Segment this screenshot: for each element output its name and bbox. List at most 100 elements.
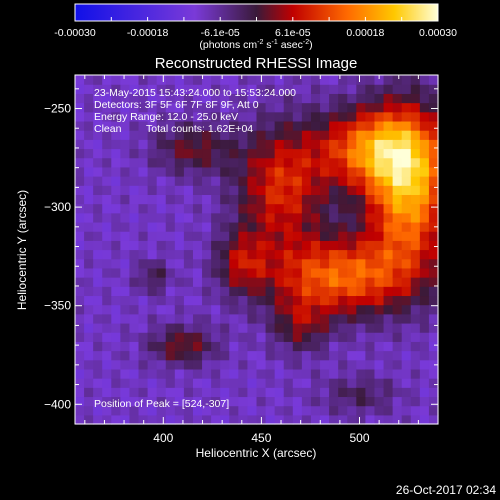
heatmap-cell	[374, 139, 385, 150]
heatmap-cell	[320, 387, 330, 398]
heatmap-cell	[320, 240, 330, 251]
heatmap-cell	[174, 277, 185, 287]
heatmap-cell	[183, 267, 194, 278]
heatmap-cell	[428, 341, 439, 352]
heatmap-cell	[265, 387, 276, 398]
heatmap-cell	[265, 405, 276, 416]
heatmap-cell	[84, 139, 94, 150]
heatmap-cell	[428, 350, 439, 361]
heatmap-cell	[220, 286, 230, 297]
heatmap-cell	[183, 120, 194, 131]
heatmap-cell	[419, 194, 430, 205]
heatmap-cell	[102, 212, 112, 223]
heatmap-cell	[283, 194, 294, 205]
heatmap-cell	[401, 405, 412, 416]
heatmap-cell	[183, 139, 194, 150]
heatmap-cell	[347, 277, 357, 287]
heatmap-cell	[329, 295, 339, 306]
heatmap-cell	[120, 396, 131, 407]
heatmap-cell	[401, 139, 412, 150]
x-axis-ticks: 400 450 500	[84, 75, 439, 445]
heatmap-cell	[274, 341, 285, 352]
heatmap-cell	[102, 277, 112, 287]
heatmap-cell	[111, 332, 121, 342]
heatmap-cell	[256, 185, 267, 195]
heatmap-cell	[220, 359, 230, 370]
heatmap-cell	[301, 322, 312, 333]
heatmap-cell	[93, 359, 103, 370]
heatmap-cell	[147, 332, 158, 342]
heatmap-cell	[238, 221, 249, 232]
heatmap-cell	[410, 203, 421, 214]
heatmap-cell	[147, 84, 158, 94]
heatmap-cell	[310, 148, 321, 159]
heatmap-cell	[111, 212, 121, 223]
heatmap-cell	[301, 148, 312, 159]
heatmap-cell	[120, 304, 131, 315]
heatmap-cell	[347, 185, 357, 195]
heatmap-cell	[383, 130, 394, 140]
heatmap-cell	[283, 387, 294, 398]
heatmap-cell	[102, 286, 112, 297]
heatmap-cell	[347, 332, 357, 342]
heatmap-cell	[401, 93, 412, 104]
y-tick-label: −400	[44, 397, 71, 411]
heatmap-cell	[174, 387, 185, 398]
heatmap-cell	[419, 378, 430, 388]
heatmap-cell	[329, 176, 339, 186]
heatmap-cell	[320, 120, 330, 131]
heatmap-cell	[428, 387, 439, 398]
heatmap-cell	[356, 194, 366, 205]
heatmap-cell	[220, 332, 230, 342]
heatmap-cell	[356, 322, 366, 333]
heatmap-cell	[338, 414, 348, 425]
heatmap-cell	[84, 176, 94, 186]
heatmap-cell	[329, 350, 339, 361]
heatmap-cell	[383, 221, 394, 232]
heatmap-cell	[428, 93, 439, 104]
heatmap-cell	[147, 231, 158, 241]
heatmap-cell	[229, 84, 239, 94]
heatmap-cell	[383, 359, 394, 370]
heatmap-cell	[283, 396, 294, 407]
heatmap-cell	[383, 387, 394, 398]
heatmap-cell	[220, 166, 230, 177]
heatmap-cell	[310, 166, 321, 177]
heatmap-cell	[329, 240, 339, 251]
heatmap-cell	[129, 111, 140, 122]
heatmap-cell	[347, 368, 357, 379]
heatmap-cell	[383, 166, 394, 177]
heatmap-cell	[211, 322, 221, 333]
heatmap-cell	[383, 332, 394, 342]
heatmap-cell	[356, 286, 366, 297]
heatmap-cell	[256, 313, 267, 324]
heatmap-cell	[356, 212, 366, 223]
heatmap-cell	[428, 332, 439, 342]
heatmap-cell	[274, 157, 285, 168]
heatmap-cell	[75, 387, 85, 398]
heatmap-cell	[410, 295, 421, 306]
heatmap-cell	[247, 194, 258, 205]
heatmap-cell	[129, 249, 140, 260]
heatmap-cell	[283, 267, 294, 278]
heatmap-cell	[211, 221, 221, 232]
heatmap-cell	[84, 185, 94, 195]
heatmap-cell	[247, 166, 258, 177]
heatmap-cell	[147, 75, 158, 85]
heatmap-cell	[283, 304, 294, 315]
heatmap-cell	[174, 148, 185, 159]
heatmap-cell	[183, 221, 194, 232]
heatmap-cell	[338, 203, 348, 214]
heatmap-cell	[310, 120, 321, 131]
heatmap-cell	[374, 378, 385, 388]
heatmap-cell	[320, 277, 330, 287]
heatmap-cell	[192, 304, 203, 315]
heatmap-cell	[229, 286, 239, 297]
heatmap-cell	[419, 203, 430, 214]
heatmap-cell	[265, 414, 276, 425]
heatmap-cell	[183, 212, 194, 223]
heatmap-cell	[102, 93, 112, 104]
heatmap-cell	[129, 332, 140, 342]
heatmap-cell	[301, 130, 312, 140]
heatmap-cell	[356, 185, 366, 195]
